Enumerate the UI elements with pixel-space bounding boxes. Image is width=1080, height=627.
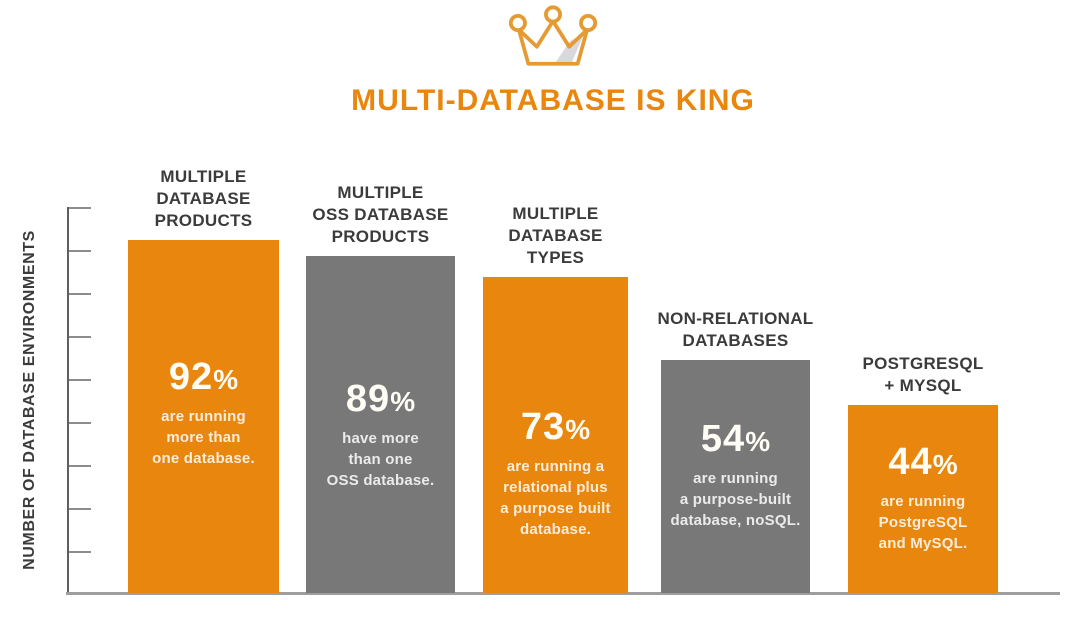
y-axis-line	[67, 207, 69, 593]
bar-3: 73% are running a relational plus a purpose…	[483, 277, 628, 593]
bar-caption: have more than one OSS database.	[326, 430, 435, 489]
crown-icon	[508, 5, 598, 66]
y-axis-tick	[69, 379, 91, 381]
bar-category-label: MULTIPLE DATABASE PRODUCTS	[154, 167, 253, 230]
bar-value: 92%	[168, 356, 239, 398]
bar-value: 89%	[345, 378, 416, 420]
bar-caption: are running more than one database.	[152, 408, 255, 467]
y-axis-tick	[69, 551, 91, 553]
chart-title: MULTI-DATABASE IS KING	[351, 84, 755, 117]
bar-caption: are running a purpose-built database, noSQ…	[670, 470, 801, 529]
bar-value: 44%	[888, 441, 958, 483]
bar-caption: are running PostgreSQL and MySQL.	[878, 493, 968, 552]
y-axis-tick	[69, 465, 91, 467]
bar-2: 89% have more than one OSS database.	[306, 256, 455, 593]
bar-category-label: NON-RELATIONAL DATABASES	[657, 309, 814, 350]
y-axis-tick	[69, 207, 91, 209]
bar-1: 92% are running more than one database.	[128, 240, 279, 593]
bar-value: 54%	[700, 418, 771, 460]
bar-category-label: MULTIPLE OSS DATABASE PRODUCTS	[312, 183, 449, 246]
y-axis-tick	[69, 250, 91, 252]
bar-4: 54% are running a purpose-built database, n…	[661, 360, 810, 593]
y-axis-label: NUMBER OF DATABASE ENVIRONMENTS	[21, 230, 38, 570]
bar-value: 73%	[520, 406, 591, 448]
bar-category-label: POSTGRESQL + MYSQL	[862, 354, 984, 395]
chart-header: MULTI-DATABASE IS KING	[26, 4, 1080, 118]
y-axis-tick	[69, 336, 91, 338]
x-axis-baseline	[66, 592, 1060, 595]
y-axis-tick	[69, 422, 91, 424]
bar-category-label: MULTIPLE DATABASE TYPES	[508, 204, 603, 267]
y-axis-tick	[69, 508, 91, 510]
y-axis-tick	[69, 293, 91, 295]
bar-caption: are running a relational plus a purpose bu…	[500, 458, 611, 538]
bar-5: 44% are running PostgreSQL and MySQL.	[848, 405, 998, 593]
